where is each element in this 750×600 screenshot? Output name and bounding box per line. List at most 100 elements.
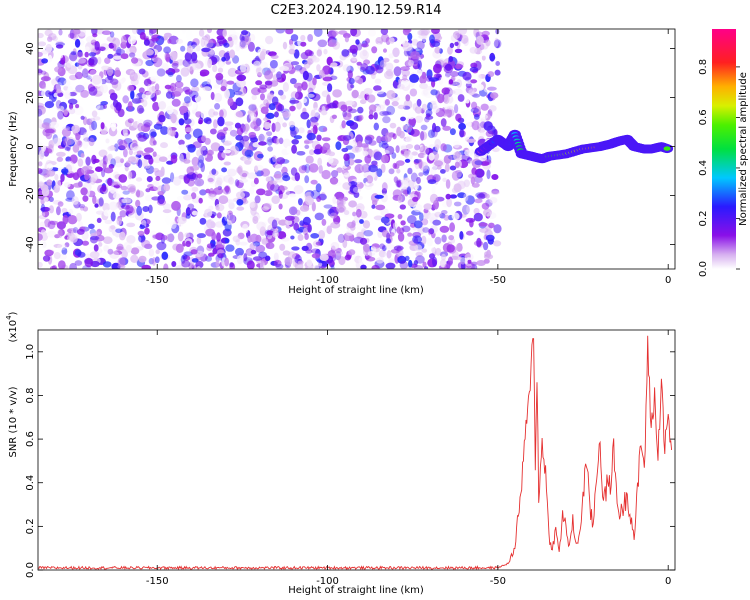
spectrogram-noise-cell: [193, 171, 199, 181]
spectrogram-noise-cell: [268, 103, 276, 111]
spectrogram-noise-cell: [354, 255, 363, 264]
spectrogram-noise-cell: [191, 258, 199, 263]
spectrogram-noise-cell: [192, 41, 197, 48]
spectrogram-noise-cell: [41, 209, 50, 218]
spectrogram-noise-cell: [158, 156, 168, 162]
spectrogram-noise-cell: [41, 89, 46, 98]
y-tick-label: 0: [25, 143, 36, 149]
spectrogram-noise-cell: [265, 131, 273, 137]
spectrogram-noise-cell: [144, 227, 150, 235]
spectrogram-noise-cell: [72, 172, 80, 181]
spectrogram-noise-cell: [400, 116, 406, 122]
spectrogram-noise-cell: [171, 200, 181, 211]
spectrogram-noise-cell: [397, 255, 407, 264]
spectrogram-noise-cell: [115, 48, 126, 56]
spectrogram-noise-cell: [282, 250, 291, 256]
spectrogram-noise-cell: [38, 118, 43, 128]
spectrogram-noise-cell: [423, 165, 430, 174]
spectrogram-noise-cell: [265, 50, 271, 55]
snr-x-ticks: -150 -100 -50 0: [146, 330, 671, 587]
spectrogram-noise-cell: [82, 195, 89, 202]
spectrogram-noise-cell: [148, 87, 154, 94]
spectrogram-noise-cell: [294, 91, 303, 100]
spectrogram-noise-cell: [316, 49, 322, 57]
spectrogram-noise-cell: [420, 124, 428, 131]
spectrogram-noise-cell: [211, 55, 220, 63]
spectrogram-noise-cell: [385, 69, 394, 77]
spectrogram-noise-cell: [47, 220, 56, 230]
spectrogram-noise-cell: [278, 89, 284, 96]
spectrogram-noise-cell: [388, 168, 395, 175]
spectrogram-noise-cell: [374, 194, 384, 199]
spectrogram-noise-cell: [205, 188, 211, 194]
spectrogram-noise-cell: [224, 121, 234, 126]
spectrogram-noise-cell: [210, 194, 217, 201]
spectrogram-noise-cell: [88, 137, 95, 147]
spectrogram-noise-cell: [432, 256, 438, 267]
spectrogram-noise-cell: [414, 182, 419, 190]
spectrogram-noise-cell: [112, 55, 123, 60]
spectrogram-noise-cell: [57, 92, 64, 98]
spectrogram-noise-cell: [95, 166, 103, 172]
spectrogram-noise-cell: [313, 29, 323, 37]
spectrogram-noise-cell: [228, 177, 235, 185]
spectrogram-noise-cell: [282, 41, 288, 50]
spectrogram-noise-cell: [137, 122, 144, 132]
spectrogram-noise-cell: [170, 113, 177, 124]
snr-panel: -150 -100 -50 0 0.0 0.2 0.4 0.6 0.8 1.0 Height o…: [5, 311, 676, 596]
spectrogram-noise-cell: [468, 173, 477, 179]
spectrogram-noise-cell: [148, 258, 155, 265]
spectrogram-noise-cell: [260, 93, 265, 101]
spectrogram-noise-cell: [302, 216, 311, 226]
spectrogram-noise-cell: [217, 253, 224, 259]
spectrogram-noise-cell: [106, 66, 114, 77]
spectrogram-noise-cell: [208, 108, 216, 118]
spectrogram-noise-cell: [88, 86, 98, 96]
spectrogram-noise-cell: [454, 104, 459, 114]
spectrogram-noise-cell: [456, 79, 462, 88]
spectrogram-noise-cell: [462, 204, 470, 215]
spectrogram-noise-cell: [164, 32, 172, 38]
spectrogram-noise-cell: [45, 43, 53, 53]
spectrogram-noise-cell: [345, 100, 355, 106]
spectrogram-noise-cell: [139, 172, 146, 176]
spectrogram-noise-cell: [285, 29, 294, 35]
spectrogram-noise-cell: [250, 243, 256, 249]
spectrogram-noise-cell: [62, 214, 69, 225]
spectrogram-noise-cell: [303, 140, 310, 145]
spectrogram-noise-cell: [286, 146, 291, 154]
spectrogram-noise-cell: [201, 35, 209, 41]
spectrogram-noise-cell: [310, 179, 318, 185]
spectrogram-noise-cell: [38, 261, 43, 268]
spectrogram-noise-cell: [174, 87, 184, 94]
spectrogram-noise-cell: [235, 97, 244, 107]
spectrogram-noise-cell: [144, 90, 152, 96]
y-tick-label: 0.8: [25, 388, 36, 404]
spectrogram-noise-cell: [150, 94, 155, 101]
spectrogram-noise-cell: [342, 135, 352, 141]
spectrogram-noise-cell: [103, 104, 107, 109]
spectrogram-noise-cell: [200, 37, 205, 48]
spectrogram-noise-cell: [385, 244, 395, 250]
spectrogram-noise-cell: [457, 192, 467, 199]
spectrogram-noise-cell: [48, 205, 55, 214]
spectrogram-noise-cell: [69, 234, 78, 243]
spectrogram-noise-cell: [321, 169, 331, 180]
spectrogram-noise-cell: [135, 199, 141, 208]
spectrogram-noise-cell: [397, 83, 405, 90]
spectrogram-noise-cell: [93, 231, 101, 236]
spectrogram-noise-cell: [295, 209, 301, 216]
spectrogram-noise-cell: [455, 113, 462, 122]
spectrogram-noise-cell: [425, 86, 434, 91]
spectrogram-noise-cell: [136, 150, 144, 155]
spectrogram-noise-cell: [105, 138, 110, 144]
spectrogram-noise-cell: [211, 168, 217, 175]
spectrogram-noise-cell: [339, 134, 347, 141]
spectrogram-noise-cell: [130, 254, 139, 263]
spectrogram-noise-cell: [413, 203, 423, 213]
spectrogram-noise-cell: [212, 248, 218, 255]
spectrogram-noise-cell: [186, 45, 193, 54]
spectrogram-noise-cell: [145, 164, 151, 169]
spectrogram-noise-cell: [206, 78, 212, 85]
spectrogram-noise-cell: [401, 69, 410, 77]
